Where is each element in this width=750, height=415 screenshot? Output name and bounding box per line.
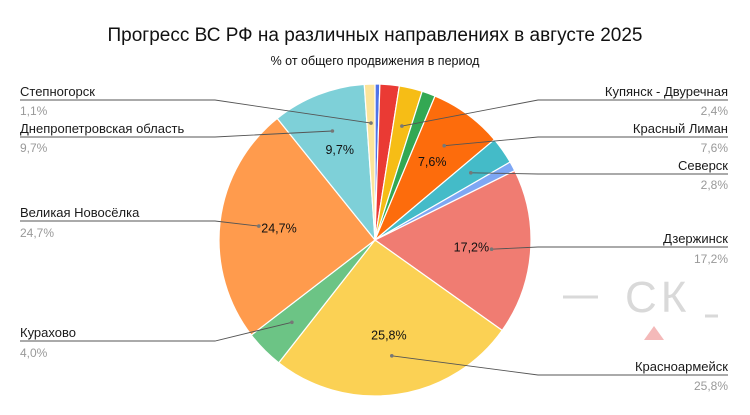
label-value-красноармейск: 25,8% bbox=[694, 379, 728, 393]
label-value-великая-новосёлка: 24,7% bbox=[20, 226, 54, 240]
leader-dot-красноармейск bbox=[390, 354, 394, 358]
chart-subtitle: % от общего продвижения в период bbox=[271, 54, 481, 68]
pie-slices bbox=[218, 83, 532, 397]
label-value-курахово: 4,0% bbox=[20, 346, 48, 360]
leader-dot-курахово bbox=[290, 320, 294, 325]
leader-dot-степногорск bbox=[369, 121, 373, 125]
leader-line-степногорск bbox=[20, 99, 372, 124]
leader-dot-красный-лиман bbox=[442, 143, 447, 148]
leader-line-красный-лиман bbox=[444, 136, 728, 147]
label-name-северск: Северск bbox=[678, 158, 728, 173]
label-value-купянск-двуречная: 2,4% bbox=[701, 104, 729, 118]
label-value-красный-лиман: 7,6% bbox=[701, 141, 729, 155]
pie-labels: Купянск - Двуречная 2,4% 7,6% Красный Лиман… bbox=[20, 84, 728, 393]
watermark-triangle-icon bbox=[644, 326, 664, 340]
leader-line-великая-новосёлка bbox=[20, 220, 259, 227]
leader-line-дзержинск bbox=[491, 246, 728, 250]
slice-value-красный-лиман: 7,6% bbox=[418, 155, 447, 169]
leader-line-курахово bbox=[20, 321, 293, 342]
watermark-logo: СК bbox=[625, 273, 690, 322]
slice-value-красноармейск: 25,8% bbox=[371, 329, 406, 343]
slice-value-днепропетровская-область: 9,7% bbox=[325, 143, 354, 157]
label-name-красноармейск: Красноармейск bbox=[635, 359, 728, 374]
pie-slice-красноармейск bbox=[277, 239, 504, 397]
leader-dot-северск bbox=[469, 171, 473, 175]
label-value-дзержинск: 17,2% bbox=[694, 252, 728, 266]
slice-value-дзержинск: 17,2% bbox=[454, 241, 489, 255]
label-name-степногорск: Степногорск bbox=[20, 84, 95, 99]
leader-dot-днепропетровская-область bbox=[330, 129, 335, 133]
watermark: СК bbox=[563, 273, 718, 340]
leader-dot-великая-новосёлка bbox=[257, 224, 261, 228]
chart-title: Прогресс ВС РФ на различных направлениях… bbox=[108, 25, 643, 46]
leader-line-северск bbox=[470, 172, 728, 175]
label-value-степногорск: 1,1% bbox=[20, 104, 48, 118]
slice-value-великая-новосёлка: 24,7% bbox=[261, 222, 296, 236]
label-name-днепропетровская-область: Днепропетровская область bbox=[20, 121, 184, 136]
leader-dot-купянск-двуречная bbox=[400, 124, 404, 128]
label-value-северск: 2,8% bbox=[701, 178, 729, 192]
label-name-великая-новосёлка: Великая Новосёлка bbox=[20, 205, 140, 220]
label-name-купянск-двуречная: Купянск - Двуречная bbox=[605, 84, 728, 99]
label-name-курахово: Курахово bbox=[20, 325, 76, 340]
leader-line-купянск-двуречная bbox=[401, 99, 728, 127]
leader-line-днепропетровская-область bbox=[20, 130, 333, 138]
leader-line-красноармейск bbox=[391, 355, 728, 376]
label-name-дзержинск: Дзержинск bbox=[663, 231, 728, 246]
leader-dot-дзержинск bbox=[489, 247, 494, 251]
label-value-днепропетровская-область: 9,7% bbox=[20, 141, 48, 155]
pie-slice-днепропетровская-область bbox=[276, 83, 376, 242]
label-name-красный-лиман: Красный Лиман bbox=[633, 121, 728, 136]
pie-slice-дзержинск bbox=[373, 169, 532, 332]
